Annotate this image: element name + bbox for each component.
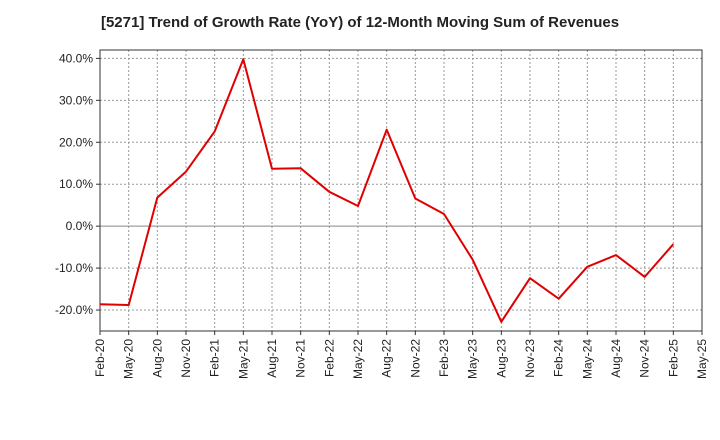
x-tick-label: Aug-21 xyxy=(265,339,279,378)
y-tick-label: 10.0% xyxy=(59,177,93,191)
x-tick-label: Feb-20 xyxy=(93,339,107,377)
x-tick-label: Feb-21 xyxy=(208,339,222,377)
x-tick-label: Feb-24 xyxy=(552,339,566,377)
y-tick-label: 0.0% xyxy=(66,219,94,233)
x-tick-label: Feb-23 xyxy=(437,339,451,377)
x-tick-label: May-24 xyxy=(580,339,594,379)
x-tick-label: May-25 xyxy=(695,339,709,379)
x-tick-label: Aug-20 xyxy=(150,339,164,378)
x-tick-label: May-21 xyxy=(236,339,250,379)
plot-frame xyxy=(99,49,703,332)
x-tick-label: Feb-25 xyxy=(666,339,680,377)
y-tick-label: -20.0% xyxy=(55,303,93,317)
series-line xyxy=(99,58,675,323)
x-tick-label: Aug-23 xyxy=(494,339,508,378)
y-tick-label: 40.0% xyxy=(59,51,93,65)
x-tick-label: Aug-22 xyxy=(380,339,394,378)
x-tick-label: Nov-20 xyxy=(179,339,193,378)
y-tick-label: 30.0% xyxy=(59,93,93,107)
x-tick-label: May-22 xyxy=(351,339,365,379)
y-tick-label: -10.0% xyxy=(55,261,93,275)
x-tick-label: Nov-23 xyxy=(523,339,537,378)
x-tick-label: Nov-22 xyxy=(408,339,422,378)
x-tick-label: Nov-21 xyxy=(294,339,308,378)
x-tick-label: Nov-24 xyxy=(638,339,652,378)
y-tick-label: 20.0% xyxy=(59,135,93,149)
x-tick-label: May-20 xyxy=(122,339,136,379)
chart-title: [5271] Trend of Growth Rate (YoY) of 12-… xyxy=(100,14,620,31)
x-tick-label: May-23 xyxy=(466,339,480,379)
x-tick-label: Aug-24 xyxy=(609,339,623,378)
x-tick-label: Feb-22 xyxy=(322,339,336,377)
